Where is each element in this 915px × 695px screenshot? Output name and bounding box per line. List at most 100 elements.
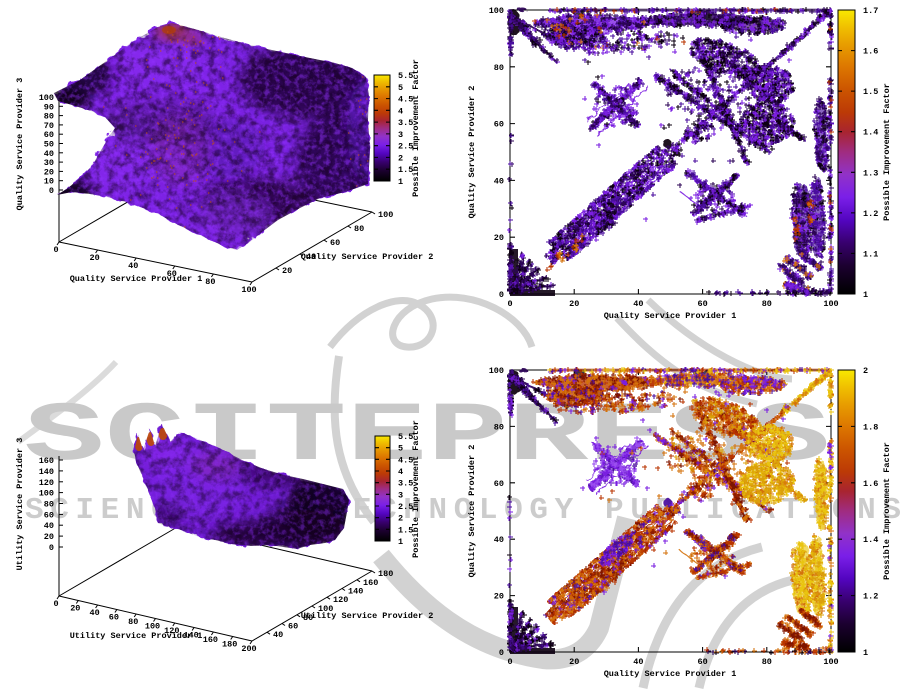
svg-text:80: 80 [303, 613, 313, 623]
svg-text:60: 60 [44, 130, 54, 140]
svg-text:100: 100 [489, 6, 504, 16]
svg-text:30: 30 [44, 158, 54, 168]
svg-text:160: 160 [39, 456, 54, 466]
svg-text:Possible Improvement Factor: Possible Improvement Factor [411, 420, 421, 558]
svg-text:Utility Service Provider 1: Utility Service Provider 1 [70, 631, 203, 641]
svg-text:1.5: 1.5 [398, 165, 413, 175]
svg-text:0: 0 [499, 648, 504, 658]
svg-text:0: 0 [49, 543, 54, 553]
svg-text:60: 60 [44, 510, 54, 520]
svg-text:2: 2 [398, 514, 403, 524]
svg-text:Utility Service Provider 2: Utility Service Provider 2 [301, 611, 434, 621]
svg-text:Possible Improvement Factor: Possible Improvement Factor [411, 59, 421, 197]
svg-text:80: 80 [205, 277, 215, 287]
svg-text:100: 100 [145, 622, 160, 632]
svg-text:100: 100 [241, 285, 256, 295]
svg-text:20: 20 [89, 253, 99, 263]
svg-text:Quality Service Provider 1: Quality Service Provider 1 [70, 274, 203, 284]
svg-text:60: 60 [697, 299, 707, 309]
svg-text:100: 100 [318, 604, 333, 614]
svg-text:0: 0 [507, 657, 512, 667]
svg-text:120: 120 [164, 626, 179, 636]
svg-text:1.5: 1.5 [863, 87, 878, 97]
svg-text:5: 5 [398, 444, 403, 454]
svg-text:20: 20 [569, 299, 579, 309]
svg-text:2: 2 [398, 153, 403, 163]
svg-text:20: 20 [494, 233, 504, 243]
svg-text:40: 40 [44, 521, 54, 531]
svg-text:4.5: 4.5 [398, 455, 413, 465]
svg-text:3: 3 [398, 130, 403, 140]
svg-text:20: 20 [282, 266, 292, 276]
svg-text:0: 0 [507, 299, 512, 309]
svg-text:80: 80 [44, 112, 54, 122]
svg-text:2.5: 2.5 [398, 502, 413, 512]
svg-text:40: 40 [494, 535, 504, 545]
svg-text:Quality Service Provider 1: Quality Service Provider 1 [604, 311, 737, 321]
svg-text:60: 60 [167, 269, 177, 279]
svg-text:40: 40 [273, 630, 283, 640]
svg-text:3.5: 3.5 [398, 479, 413, 489]
svg-text:140: 140 [348, 587, 363, 597]
svg-text:20: 20 [494, 592, 504, 602]
svg-text:40: 40 [44, 149, 54, 159]
svg-text:180: 180 [378, 569, 393, 579]
svg-text:Quality Service Provider 2: Quality Service Provider 2 [467, 86, 477, 219]
svg-text:1.1: 1.1 [863, 249, 878, 259]
svg-text:0: 0 [53, 245, 58, 255]
svg-text:160: 160 [203, 635, 218, 645]
svg-text:40: 40 [494, 176, 504, 186]
svg-text:Possible Improvement Factor: Possible Improvement Factor [882, 83, 892, 221]
svg-text:80: 80 [494, 63, 504, 73]
svg-text:1: 1 [398, 177, 403, 187]
svg-text:5.5: 5.5 [398, 71, 413, 81]
svg-text:40: 40 [306, 252, 316, 262]
svg-text:Quality Service Provider 2: Quality Service Provider 2 [301, 252, 434, 262]
svg-text:4.5: 4.5 [398, 95, 413, 105]
svg-text:1.2: 1.2 [863, 209, 878, 219]
svg-text:20: 20 [44, 532, 54, 542]
svg-text:Quality Service Provider 3: Quality Service Provider 3 [15, 78, 25, 211]
svg-text:Utility Service Provider 3: Utility Service Provider 3 [15, 438, 25, 571]
svg-text:120: 120 [333, 595, 348, 605]
svg-text:1.7: 1.7 [863, 6, 878, 16]
svg-text:60: 60 [288, 622, 298, 632]
svg-text:140: 140 [39, 467, 54, 477]
svg-text:100: 100 [489, 366, 504, 376]
svg-text:60: 60 [697, 657, 707, 667]
svg-text:60: 60 [330, 238, 340, 248]
svg-text:70: 70 [44, 121, 54, 131]
svg-text:60: 60 [494, 120, 504, 130]
svg-text:100: 100 [823, 657, 838, 667]
svg-text:3: 3 [398, 490, 403, 500]
svg-text:Possible Improvement Factor: Possible Improvement Factor [882, 442, 892, 580]
svg-text:4: 4 [398, 106, 403, 116]
svg-text:5: 5 [398, 83, 403, 93]
svg-text:180: 180 [222, 640, 237, 650]
svg-text:80: 80 [494, 422, 504, 432]
svg-text:1: 1 [863, 648, 868, 658]
svg-text:100: 100 [823, 299, 838, 309]
svg-text:80: 80 [128, 617, 138, 627]
svg-text:140: 140 [183, 631, 198, 641]
svg-text:1: 1 [863, 290, 868, 300]
svg-text:1.8: 1.8 [863, 422, 878, 432]
svg-text:10: 10 [44, 177, 54, 187]
svg-text:200: 200 [241, 644, 256, 654]
svg-text:0: 0 [499, 290, 504, 300]
svg-text:100: 100 [39, 489, 54, 499]
svg-text:2.5: 2.5 [398, 142, 413, 152]
svg-text:Quality Service Provider 1: Quality Service Provider 1 [604, 669, 737, 679]
svg-text:1.3: 1.3 [863, 168, 878, 178]
svg-text:1.5: 1.5 [398, 525, 413, 535]
svg-text:80: 80 [44, 500, 54, 510]
svg-text:1.6: 1.6 [863, 479, 878, 489]
svg-text:20: 20 [70, 604, 80, 614]
svg-text:1: 1 [398, 537, 403, 547]
svg-text:80: 80 [354, 224, 364, 234]
svg-text:0: 0 [49, 186, 54, 196]
svg-text:4: 4 [398, 467, 403, 477]
svg-text:40: 40 [89, 608, 99, 618]
svg-text:100: 100 [39, 93, 54, 103]
svg-text:1.2: 1.2 [863, 592, 878, 602]
